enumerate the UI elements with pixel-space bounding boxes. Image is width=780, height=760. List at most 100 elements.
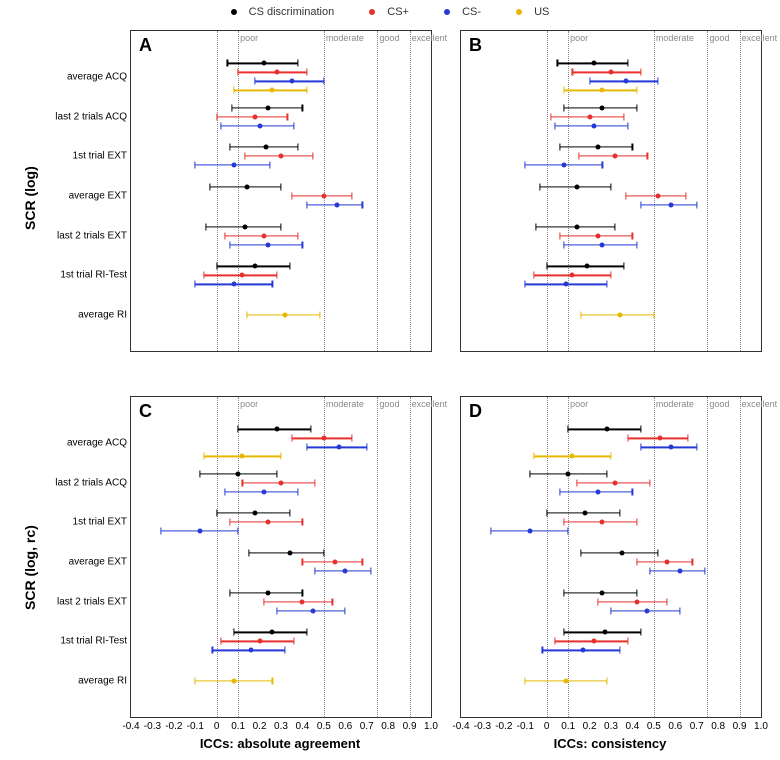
ci-cap bbox=[658, 550, 659, 557]
ci-cap bbox=[525, 281, 526, 288]
reference-line bbox=[217, 31, 218, 351]
ci-cap bbox=[610, 607, 611, 614]
ci-cap bbox=[203, 272, 204, 279]
ci-cap bbox=[306, 444, 307, 451]
ci-cap bbox=[490, 528, 491, 535]
ci-cap bbox=[210, 184, 211, 191]
ci-cap bbox=[306, 629, 307, 636]
ci-cap bbox=[289, 510, 290, 517]
ci-cap bbox=[298, 488, 299, 495]
ci-cap bbox=[233, 629, 234, 636]
ci-cap bbox=[550, 113, 551, 120]
point-estimate bbox=[613, 154, 618, 159]
ci-cap bbox=[280, 184, 281, 191]
ci-cap bbox=[199, 470, 200, 477]
y-row-label: average RI bbox=[37, 310, 127, 321]
x-axis-title-right: ICCs: consistency bbox=[460, 736, 760, 751]
point-estimate bbox=[602, 630, 607, 635]
ci-cap bbox=[555, 638, 556, 645]
reference-line-label: poor bbox=[240, 399, 258, 409]
ci-cap bbox=[636, 589, 637, 596]
y-row-label: average ACQ bbox=[37, 71, 127, 82]
ci-cap bbox=[640, 69, 641, 76]
point-estimate bbox=[604, 427, 609, 432]
point-estimate bbox=[600, 242, 605, 247]
point-estimate bbox=[289, 79, 294, 84]
legend: CS discrimination CS+ CS- US bbox=[0, 6, 780, 18]
point-estimate bbox=[564, 679, 569, 684]
x-tick-label: 0.2 bbox=[253, 721, 267, 732]
panel-label: A bbox=[139, 35, 152, 56]
y-row-label: average EXT bbox=[37, 557, 127, 568]
ci-cap bbox=[291, 435, 292, 442]
ci-cap bbox=[229, 241, 230, 248]
ci-cap bbox=[640, 629, 641, 636]
y-row-label: 1st trial RI-Test bbox=[37, 270, 127, 281]
legend-label: CS- bbox=[462, 6, 481, 18]
point-estimate bbox=[274, 427, 279, 432]
ci-cap bbox=[576, 479, 577, 486]
ci-cap bbox=[578, 153, 579, 160]
point-estimate bbox=[619, 551, 624, 556]
ci-cap bbox=[628, 435, 629, 442]
point-estimate bbox=[634, 599, 639, 604]
ci-cap bbox=[280, 223, 281, 230]
ci-cap bbox=[310, 426, 311, 433]
ci-cap bbox=[225, 488, 226, 495]
legend-dot-csplus bbox=[369, 9, 375, 15]
reference-line bbox=[707, 397, 708, 717]
reference-line bbox=[238, 397, 239, 717]
y-row-label: 1st trial EXT bbox=[37, 151, 127, 162]
y-row-label: last 2 trials ACQ bbox=[37, 477, 127, 488]
ci-cap bbox=[302, 519, 303, 526]
reference-line bbox=[740, 397, 741, 717]
x-tick-label: 0.9 bbox=[403, 721, 417, 732]
ci-cap bbox=[688, 435, 689, 442]
ci-cap bbox=[238, 69, 239, 76]
ci-cap bbox=[289, 263, 290, 270]
ci-cap bbox=[555, 122, 556, 129]
y-axis-title-bottom: SCR (log, rc) bbox=[22, 525, 38, 610]
reference-line-label: excellent bbox=[412, 33, 448, 43]
ci-cap bbox=[315, 479, 316, 486]
ci-cap bbox=[216, 263, 217, 270]
reference-line bbox=[654, 397, 655, 717]
point-estimate bbox=[656, 194, 661, 199]
x-tick-label: 0.1 bbox=[561, 721, 575, 732]
ci-cap bbox=[276, 607, 277, 614]
ci-cap bbox=[636, 241, 637, 248]
x-tick-label: 0.8 bbox=[381, 721, 395, 732]
point-estimate bbox=[321, 194, 326, 199]
point-estimate bbox=[274, 70, 279, 75]
ci-cap bbox=[563, 241, 564, 248]
point-estimate bbox=[257, 639, 262, 644]
point-estimate bbox=[596, 145, 601, 150]
reference-line bbox=[654, 31, 655, 351]
ci-cap bbox=[302, 241, 303, 248]
legend-label: CS discrimination bbox=[249, 6, 335, 18]
ci-cap bbox=[540, 184, 541, 191]
ci-cap bbox=[563, 519, 564, 526]
point-estimate bbox=[581, 648, 586, 653]
reference-line-label: good bbox=[709, 399, 729, 409]
point-estimate bbox=[270, 88, 275, 93]
y-row-label: last 2 trials ACQ bbox=[37, 111, 127, 122]
ci-cap bbox=[332, 598, 333, 605]
panel-label: C bbox=[139, 401, 152, 422]
point-estimate bbox=[253, 511, 258, 516]
point-estimate bbox=[300, 599, 305, 604]
ci-cap bbox=[315, 568, 316, 575]
ci-cap bbox=[628, 638, 629, 645]
point-estimate bbox=[343, 569, 348, 574]
point-estimate bbox=[266, 520, 271, 525]
ci-cap bbox=[640, 426, 641, 433]
ci-cap bbox=[535, 223, 536, 230]
panel-A: Apoormoderategoodexcellentaverage ACQlas… bbox=[130, 30, 432, 352]
ci-cap bbox=[370, 568, 371, 575]
x-tick-label: 0.7 bbox=[360, 721, 374, 732]
ci-cap bbox=[666, 598, 667, 605]
point-estimate bbox=[574, 185, 579, 190]
reference-line bbox=[324, 397, 325, 717]
ci-cap bbox=[160, 528, 161, 535]
ci-cap bbox=[568, 528, 569, 535]
